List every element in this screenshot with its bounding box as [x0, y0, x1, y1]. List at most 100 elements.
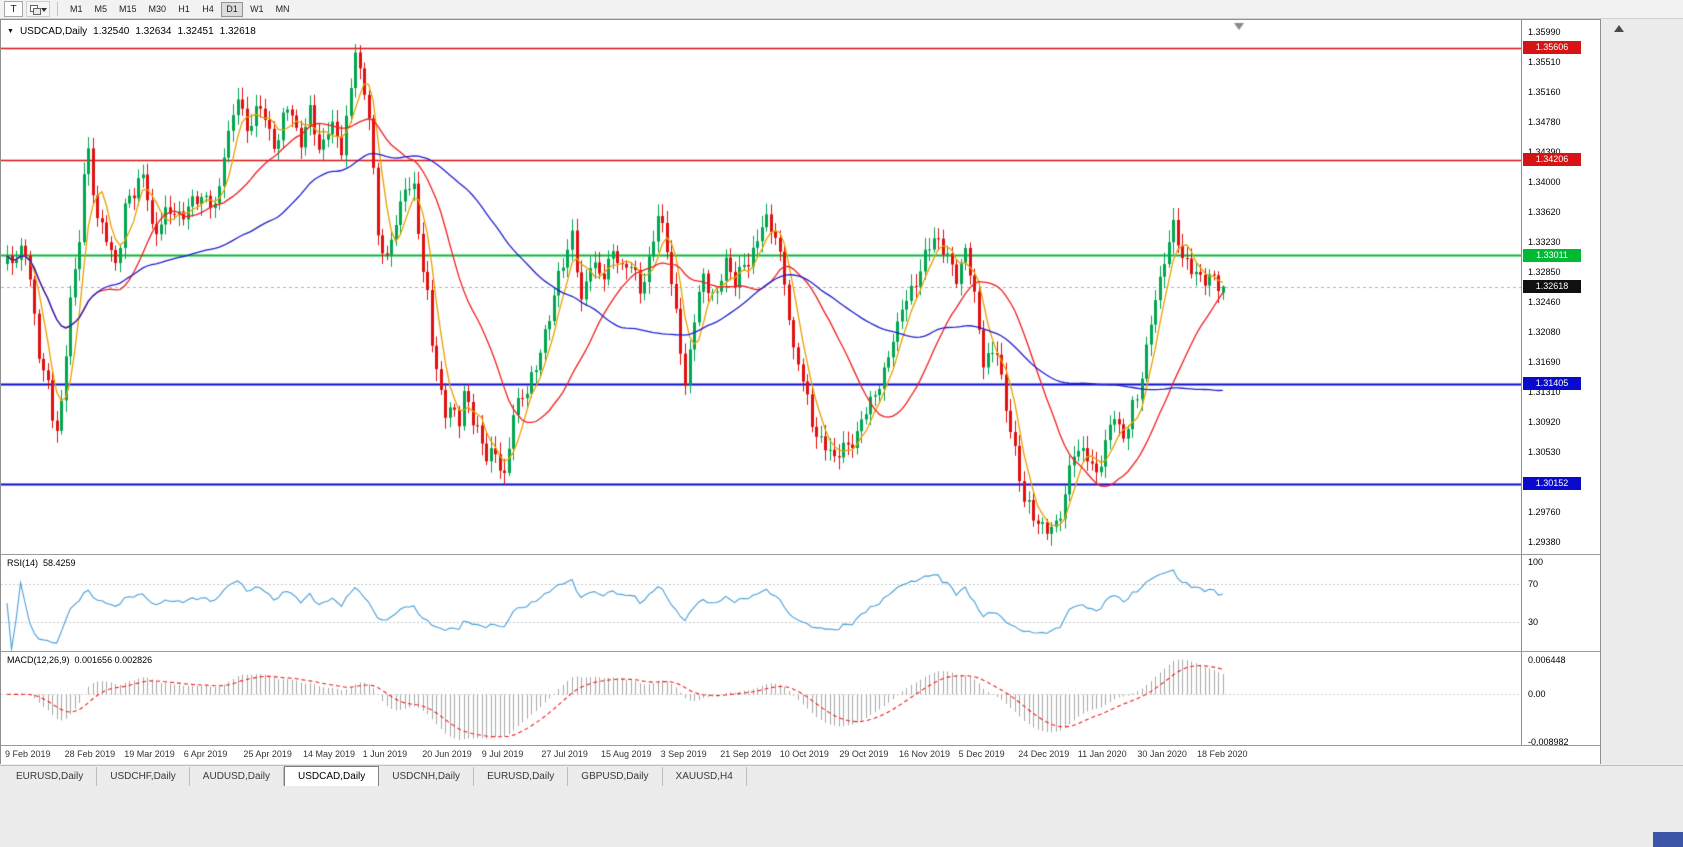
- rsi-axis-label: 70: [1528, 578, 1539, 589]
- chart-tab-gbpusd-daily[interactable]: GBPUSD,Daily: [568, 766, 663, 786]
- timeframe-button-h1[interactable]: H1: [178, 4, 190, 14]
- price-tag-resistance-upper: 1.35606: [1523, 41, 1581, 55]
- date-axis-label: 25 Apr 2019: [243, 749, 292, 759]
- price-tag-support-upper: 1.31405: [1523, 377, 1581, 391]
- timeframe-button-w1[interactable]: W1: [250, 4, 264, 14]
- price-axis[interactable]: 1.35990 1.35510 1.35160 1.34780 1.34390 1.340…: [1521, 20, 1600, 554]
- price-axis-label: 1.34000: [1528, 177, 1561, 187]
- chart-tab-audusd-daily[interactable]: AUDUSD,Daily: [190, 766, 285, 786]
- macd-chart-canvas[interactable]: [1, 652, 1521, 745]
- rsi-value: 58.4259: [43, 558, 76, 568]
- price-axis-label: 1.29760: [1528, 507, 1561, 517]
- ohlc-high: 1.32634: [135, 26, 172, 37]
- date-axis-label: 1 Jun 2019: [362, 749, 408, 759]
- timeframe-button-m15[interactable]: M15: [119, 4, 137, 14]
- toolbar-separator: [57, 2, 58, 16]
- timeframe-button-h4[interactable]: H4: [202, 4, 214, 14]
- price-axis-label: 1.33620: [1528, 207, 1561, 217]
- timeframe-group: M1 M5 M15 M30 H1 H4 D1 W1 MN: [65, 1, 295, 17]
- rsi-header: RSI(14) 58.4259: [7, 558, 76, 568]
- macd-header: MACD(12,26,9) 0.001656 0.002826: [7, 655, 152, 665]
- price-axis-label: 1.29380: [1528, 537, 1561, 547]
- price-tag-resistance-lower: 1.34206: [1523, 153, 1581, 167]
- macd-values: 0.001656 0.002826: [74, 655, 153, 665]
- price-axis-label: 1.32850: [1528, 267, 1561, 277]
- date-axis-label: 24 Dec 2019: [1018, 749, 1070, 759]
- price-panel[interactable]: ▼ USDCAD,Daily 1.32540 1.32634 1.32451 1…: [1, 20, 1600, 554]
- price-axis-label: 1.30530: [1528, 447, 1561, 457]
- chart-symbol-period: USDCAD,Daily: [19, 26, 88, 37]
- date-axis-label: 18 Feb 2020: [1197, 749, 1248, 759]
- price-axis-label: 1.33230: [1528, 237, 1561, 247]
- price-axis-label: 1.35510: [1528, 57, 1561, 67]
- timeframe-button-mn[interactable]: MN: [275, 4, 290, 14]
- price-tag-support-lower: 1.30152: [1523, 477, 1581, 491]
- chart-ohlc-header: ▼ USDCAD,Daily 1.32540 1.32634 1.32451 1…: [7, 26, 256, 37]
- price-axis-label: 1.32080: [1528, 327, 1561, 337]
- chart-tab-usdcnh-daily[interactable]: USDCNH,Daily: [379, 766, 475, 786]
- ohlc-close: 1.32618: [219, 26, 256, 37]
- ohlc-low: 1.32451: [177, 26, 214, 37]
- rsi-axis-label: 100: [1528, 557, 1544, 567]
- date-axis-label: 9 Jul 2019: [481, 749, 524, 759]
- date-axis-label: 27 Jul 2019: [541, 749, 588, 759]
- price-axis-label: 1.35990: [1528, 27, 1561, 37]
- timeframe-button-d1[interactable]: D1: [221, 1, 244, 17]
- rsi-chart-canvas[interactable]: [1, 555, 1521, 651]
- date-axis[interactable]: 9 Feb 2019 28 Feb 2019 19 Mar 2019 6 Apr 20…: [1, 745, 1600, 764]
- rsi-axis: 100 70 30: [1521, 555, 1600, 651]
- date-axis-label: 19 Mar 2019: [124, 749, 175, 759]
- date-axis-label: 20 Jun 2019: [422, 749, 472, 759]
- top-toolbar: T M1 M5 M15 M30 H1 H4 D1 W1 MN: [0, 0, 1683, 19]
- timeframe-button-m1[interactable]: M1: [70, 4, 83, 14]
- date-axis-label: 3 Sep 2019: [660, 749, 707, 759]
- price-axis-label: 1.31310: [1528, 387, 1561, 397]
- cascade-windows-icon: [33, 8, 41, 15]
- chart-tab-usdchf-daily[interactable]: USDCHF,Daily: [97, 766, 190, 786]
- chart-tab-eurusd-daily[interactable]: EURUSD,Daily: [474, 766, 569, 786]
- price-axis-label: 1.32460: [1528, 297, 1561, 307]
- chart-tab-usdcad-daily[interactable]: USDCAD,Daily: [284, 765, 380, 787]
- date-axis-label: 5 Dec 2019: [958, 749, 1005, 759]
- scroll-indicator-icon: [1614, 25, 1624, 32]
- macd-axis-label: -0.008982: [1528, 737, 1569, 747]
- date-axis-label: 10 Oct 2019: [779, 749, 829, 759]
- rsi-title: RSI(14): [7, 558, 39, 568]
- macd-title: MACD(12,26,9): [7, 655, 70, 665]
- date-axis-label: 14 May 2019: [303, 749, 356, 759]
- price-axis-label: 1.35160: [1528, 87, 1561, 97]
- macd-axis: 0.006448 0.00 -0.008982: [1521, 652, 1600, 747]
- chevron-down-icon: [41, 8, 47, 12]
- date-axis-label: 28 Feb 2019: [64, 749, 116, 759]
- date-axis-label: 15 Aug 2019: [601, 749, 652, 759]
- status-strip: [0, 786, 1683, 847]
- chart-profiles-button[interactable]: [26, 1, 50, 17]
- macd-panel[interactable]: MACD(12,26,9) 0.001656 0.002826 0.006448…: [1, 651, 1600, 747]
- date-axis-label: 30 Jan 2020: [1137, 749, 1187, 759]
- price-axis-label: 1.34390: [1528, 147, 1561, 157]
- date-axis-label: 21 Sep 2019: [720, 749, 772, 759]
- text-tool-button[interactable]: T: [4, 1, 23, 17]
- scrollbar-corner[interactable]: [1653, 832, 1683, 847]
- date-axis-label: 16 Nov 2019: [899, 749, 951, 759]
- timeframe-button-m30[interactable]: M30: [148, 4, 167, 14]
- chart-window-usdcad-daily[interactable]: ▼ USDCAD,Daily 1.32540 1.32634 1.32451 1…: [0, 19, 1601, 764]
- price-chart-canvas[interactable]: [1, 20, 1521, 554]
- price-tag-current-price: 1.32618: [1523, 280, 1581, 294]
- price-axis-label: 1.31690: [1528, 357, 1561, 367]
- chart-tab-eurusd-daily[interactable]: EURUSD,Daily: [3, 766, 98, 786]
- macd-axis-label: 0.00: [1528, 689, 1546, 700]
- date-axis-label: 29 Oct 2019: [839, 749, 889, 759]
- timeframe-button-m5[interactable]: M5: [94, 4, 108, 14]
- rsi-panel[interactable]: RSI(14) 58.4259 100 70 30: [1, 554, 1600, 651]
- date-axis-label: 9 Feb 2019: [5, 749, 51, 759]
- rsi-axis-label: 30: [1528, 617, 1539, 628]
- price-axis-label: 1.34780: [1528, 117, 1561, 127]
- price-tag-pivot-level: 1.33011: [1523, 248, 1581, 262]
- date-axis-label: 11 Jan 2020: [1077, 749, 1127, 759]
- date-axis-label: 6 Apr 2019: [183, 749, 228, 759]
- chart-tab-xauusd-h4[interactable]: XAUUSD,H4: [663, 766, 747, 786]
- ohlc-open: 1.32540: [93, 26, 130, 37]
- chart-dropdown-icon[interactable]: ▼: [7, 28, 14, 35]
